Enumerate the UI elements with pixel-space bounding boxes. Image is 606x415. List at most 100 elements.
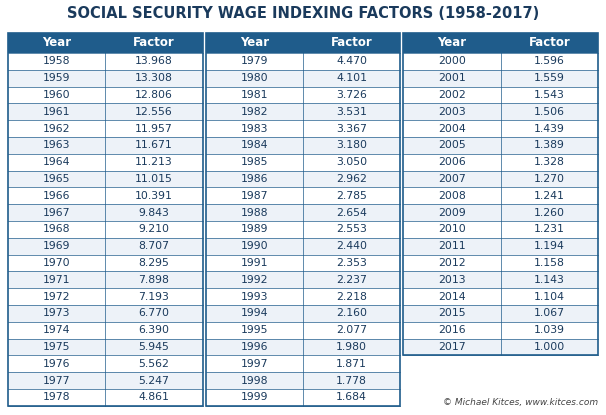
Bar xyxy=(404,53,598,70)
Text: 9.210: 9.210 xyxy=(139,225,170,234)
Text: 1.543: 1.543 xyxy=(534,90,565,100)
Bar xyxy=(404,87,598,103)
Bar xyxy=(404,154,598,171)
Bar xyxy=(205,53,401,70)
Text: 1989: 1989 xyxy=(241,225,268,234)
Text: 8.295: 8.295 xyxy=(139,258,170,268)
Text: 1999: 1999 xyxy=(241,393,268,403)
Text: 2005: 2005 xyxy=(438,140,466,150)
Text: 1977: 1977 xyxy=(43,376,70,386)
Text: 2000: 2000 xyxy=(438,56,466,66)
Text: 1.328: 1.328 xyxy=(534,157,565,167)
Text: 1965: 1965 xyxy=(43,174,70,184)
Text: 2.654: 2.654 xyxy=(336,208,367,217)
Text: 1971: 1971 xyxy=(43,275,70,285)
Text: 5.247: 5.247 xyxy=(139,376,170,386)
Text: 1993: 1993 xyxy=(241,292,268,302)
Text: 2003: 2003 xyxy=(438,107,466,117)
Bar xyxy=(205,188,401,204)
Text: 2004: 2004 xyxy=(438,124,466,134)
Bar xyxy=(8,70,202,87)
Bar xyxy=(404,188,598,204)
Text: 2012: 2012 xyxy=(438,258,466,268)
Text: 1981: 1981 xyxy=(241,90,268,100)
Bar xyxy=(8,254,202,271)
Text: 1980: 1980 xyxy=(241,73,268,83)
Text: 5.562: 5.562 xyxy=(139,359,170,369)
Bar xyxy=(404,33,598,355)
Bar xyxy=(404,288,598,305)
Text: 2.077: 2.077 xyxy=(336,325,367,335)
Text: 1.231: 1.231 xyxy=(534,225,565,234)
Text: 1986: 1986 xyxy=(241,174,268,184)
Text: 2008: 2008 xyxy=(438,191,466,201)
Text: 1961: 1961 xyxy=(43,107,70,117)
Text: 11.957: 11.957 xyxy=(135,124,173,134)
Text: 1.778: 1.778 xyxy=(336,376,367,386)
Bar xyxy=(205,171,401,188)
Text: 1959: 1959 xyxy=(43,73,70,83)
Bar xyxy=(8,33,202,406)
Text: 2.785: 2.785 xyxy=(336,191,367,201)
Text: Factor: Factor xyxy=(133,37,175,49)
Text: 1995: 1995 xyxy=(241,325,268,335)
Text: 2016: 2016 xyxy=(438,325,466,335)
Text: 1.039: 1.039 xyxy=(534,325,565,335)
Text: 5.945: 5.945 xyxy=(139,342,170,352)
Bar xyxy=(404,238,598,254)
Bar xyxy=(205,355,401,372)
Text: 12.556: 12.556 xyxy=(135,107,173,117)
Bar xyxy=(205,271,401,288)
Text: 2015: 2015 xyxy=(438,308,466,318)
Text: 13.968: 13.968 xyxy=(135,56,173,66)
Text: 1.506: 1.506 xyxy=(534,107,565,117)
Text: 1985: 1985 xyxy=(241,157,268,167)
Bar xyxy=(404,120,598,137)
Text: 1982: 1982 xyxy=(241,107,268,117)
Bar xyxy=(205,137,401,154)
Text: Factor: Factor xyxy=(528,37,570,49)
Text: 2013: 2013 xyxy=(438,275,466,285)
Bar xyxy=(205,305,401,322)
Bar xyxy=(205,33,401,406)
Text: 1988: 1988 xyxy=(241,208,268,217)
Text: 1970: 1970 xyxy=(43,258,70,268)
Bar xyxy=(205,120,401,137)
Text: 2.218: 2.218 xyxy=(336,292,367,302)
Bar xyxy=(8,221,202,238)
Text: Year: Year xyxy=(438,37,467,49)
Bar xyxy=(404,33,598,53)
Text: 1994: 1994 xyxy=(241,308,268,318)
Bar xyxy=(8,389,202,406)
Text: 1967: 1967 xyxy=(43,208,70,217)
Bar xyxy=(205,221,401,238)
Text: 1.000: 1.000 xyxy=(534,342,565,352)
Text: 1969: 1969 xyxy=(43,241,70,251)
Bar xyxy=(404,305,598,322)
Text: 11.015: 11.015 xyxy=(135,174,173,184)
Text: 11.671: 11.671 xyxy=(135,140,173,150)
Bar xyxy=(8,288,202,305)
Bar xyxy=(8,87,202,103)
Text: 1962: 1962 xyxy=(43,124,70,134)
Bar xyxy=(404,204,598,221)
Text: 2002: 2002 xyxy=(438,90,466,100)
Text: 1960: 1960 xyxy=(43,90,70,100)
Text: 1963: 1963 xyxy=(43,140,70,150)
Text: 1976: 1976 xyxy=(43,359,70,369)
Text: 13.308: 13.308 xyxy=(135,73,173,83)
Text: 1968: 1968 xyxy=(43,225,70,234)
Bar xyxy=(205,33,401,53)
Text: 2.353: 2.353 xyxy=(336,258,367,268)
Text: 10.391: 10.391 xyxy=(135,191,173,201)
Bar xyxy=(205,154,401,171)
Text: 1998: 1998 xyxy=(241,376,268,386)
Text: 7.193: 7.193 xyxy=(139,292,170,302)
Text: 1978: 1978 xyxy=(43,393,70,403)
Text: 1.980: 1.980 xyxy=(336,342,367,352)
Text: Factor: Factor xyxy=(331,37,373,49)
Text: 1.194: 1.194 xyxy=(534,241,565,251)
Text: 1.104: 1.104 xyxy=(534,292,565,302)
Bar xyxy=(8,154,202,171)
Bar xyxy=(205,288,401,305)
